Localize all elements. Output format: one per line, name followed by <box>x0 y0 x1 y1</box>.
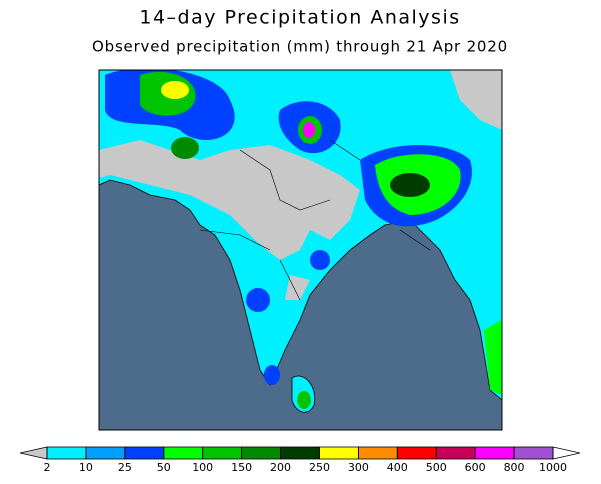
subtitle: Observed precipitation (mm) through 21 A… <box>92 38 508 56</box>
wet-area <box>484 320 502 395</box>
wet-area <box>303 122 315 138</box>
border <box>199 139 431 301</box>
colorbar-bin <box>124 446 165 460</box>
dry-area <box>99 140 360 260</box>
colorbar-label: 150 <box>231 461 252 474</box>
colorbar-label: 250 <box>309 461 330 474</box>
colorbar-label: 1000 <box>539 461 567 474</box>
colorbar-label: 500 <box>426 461 447 474</box>
colorbar-bin <box>319 446 359 460</box>
colorbar-label: 300 <box>348 461 369 474</box>
colorbar-bin <box>513 446 554 460</box>
colorbar-bin <box>85 446 126 460</box>
colorbar-bin <box>396 446 437 460</box>
colorbar: 2 10 25 50 100 150 200 250 300 400 500 600 800 1000 <box>19 446 581 474</box>
dry-area <box>450 70 502 130</box>
colorbar-over <box>552 446 581 460</box>
wet-area <box>171 137 199 159</box>
colorbar-label: 400 <box>387 461 408 474</box>
colorbar-bin <box>280 446 320 460</box>
colorbar-bin <box>474 446 515 460</box>
colorbar-label: 200 <box>270 461 291 474</box>
colorbar-bin <box>163 446 204 460</box>
colorbar-bin <box>241 446 281 460</box>
title: 14–day Precipitation Analysis <box>139 7 460 29</box>
wet-area <box>246 288 270 312</box>
colorbar-bin <box>202 446 243 460</box>
colorbar-label: 600 <box>465 461 486 474</box>
colorbar-bin <box>435 446 476 460</box>
wet-area <box>161 81 189 99</box>
colorbar-label: 800 <box>504 461 525 474</box>
map-frame <box>98 69 503 431</box>
colorbar-label: 2 <box>44 461 51 474</box>
dry-area <box>285 275 310 300</box>
wet-area <box>297 391 311 409</box>
colorbar-label: 50 <box>157 461 171 474</box>
colorbar-label: 100 <box>192 461 213 474</box>
wet-area <box>264 365 280 385</box>
wet-area <box>390 173 430 197</box>
colorbar-label: 25 <box>118 461 132 474</box>
colorbar-label: 10 <box>79 461 93 474</box>
wet-area <box>310 250 330 270</box>
colorbar-under <box>19 446 48 460</box>
colorbar-bin <box>46 446 87 460</box>
map <box>98 69 503 431</box>
colorbar-bin <box>357 446 398 460</box>
